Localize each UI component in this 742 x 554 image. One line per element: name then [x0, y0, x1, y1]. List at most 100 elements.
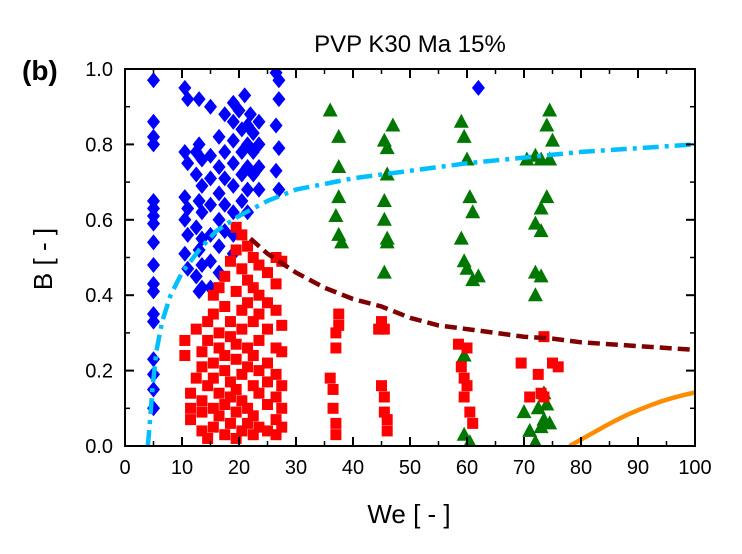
- square-point: [253, 259, 265, 271]
- series-triangle: [322, 102, 560, 446]
- square-point: [330, 327, 342, 339]
- y-tick-label: 0.0: [85, 436, 113, 458]
- diamond-point: [195, 279, 209, 296]
- diamond-point: [218, 196, 232, 213]
- square-point: [247, 252, 259, 263]
- curve-dash-dot: [145, 142, 695, 446]
- diamond-point: [195, 204, 209, 221]
- square-point: [202, 334, 214, 346]
- square-point: [190, 323, 202, 335]
- square-point: [270, 342, 282, 354]
- square-point: [230, 432, 242, 444]
- square-point: [253, 308, 265, 320]
- square-point: [219, 270, 231, 282]
- diamond-point: [235, 192, 249, 209]
- diamond-point: [241, 181, 255, 198]
- plot-area: [145, 69, 695, 446]
- square-point: [230, 285, 242, 297]
- square-point: [270, 304, 282, 316]
- triangle-point: [456, 128, 472, 143]
- diamond-point: [204, 147, 217, 164]
- square-point: [219, 399, 231, 411]
- x-tick-label: 100: [678, 457, 711, 479]
- square-point: [276, 319, 288, 331]
- square-point: [190, 372, 202, 384]
- x-tick-label: 40: [342, 457, 364, 479]
- square-point: [524, 391, 536, 403]
- diamond-point: [147, 113, 160, 130]
- square-point: [262, 425, 273, 437]
- square-point: [262, 297, 273, 309]
- square-point: [196, 406, 208, 418]
- diamond-point: [189, 268, 203, 285]
- triangle-point: [456, 253, 472, 268]
- square-point: [219, 350, 231, 362]
- square-point: [179, 334, 191, 346]
- diamond-point: [181, 91, 195, 108]
- diamond-point: [147, 215, 160, 232]
- square-point: [224, 316, 236, 328]
- x-tick-label: 0: [119, 457, 130, 479]
- square-point: [455, 361, 467, 373]
- triangle-point: [533, 268, 549, 283]
- x-tick-label: 60: [456, 457, 478, 479]
- axes: 0 10 20 30 40 50 60 70 80 90 100 0.0 0.2 0.4 0.6 0.8 1.0: [85, 59, 712, 479]
- square-point: [376, 380, 387, 392]
- triangle-point: [533, 200, 549, 215]
- square-point: [262, 399, 273, 411]
- diamond-point: [147, 136, 160, 153]
- square-point: [196, 346, 208, 358]
- y-tick-label: 1.0: [85, 59, 113, 81]
- square-point: [552, 361, 564, 373]
- triangle-point: [465, 204, 481, 219]
- square-point: [247, 282, 259, 294]
- triangle-point: [331, 159, 347, 174]
- square-point: [373, 323, 385, 335]
- square-point: [219, 365, 231, 377]
- diamond-point: [226, 177, 240, 194]
- square-point: [461, 380, 473, 392]
- triangle-point: [529, 434, 542, 446]
- square-point: [381, 425, 393, 437]
- triangle-point: [456, 347, 472, 362]
- square-point: [196, 361, 208, 373]
- diamond-point: [235, 121, 249, 138]
- square-point: [330, 342, 342, 354]
- square-point: [230, 338, 242, 350]
- y-axis-title: B [ - ]: [28, 228, 58, 290]
- triangle-point: [542, 415, 558, 430]
- diamond-point: [195, 177, 209, 194]
- x-tick-label: 90: [627, 457, 649, 479]
- diamond-point: [181, 226, 195, 243]
- triangle-point: [530, 400, 546, 415]
- square-point: [207, 289, 219, 301]
- square-point: [247, 410, 259, 422]
- square-point: [230, 244, 242, 256]
- diamond-point: [272, 181, 286, 198]
- diamond-point: [238, 87, 252, 104]
- square-point: [464, 406, 476, 418]
- square-point: [381, 414, 393, 426]
- square-point: [242, 417, 254, 429]
- triangle-point: [334, 234, 350, 249]
- x-tick-label: 20: [228, 457, 250, 479]
- square-point: [378, 391, 390, 403]
- triangle-point: [533, 223, 549, 238]
- square-point: [270, 252, 282, 263]
- triangle-point: [379, 140, 395, 155]
- square-point: [333, 319, 345, 331]
- curve-solid: [568, 390, 695, 446]
- diamond-point: [189, 166, 203, 183]
- x-tick-label: 10: [171, 457, 193, 479]
- square-point: [270, 391, 282, 403]
- diamond-point: [204, 253, 217, 270]
- triangle-point: [322, 102, 338, 117]
- diamond-point: [192, 136, 206, 153]
- square-point: [330, 429, 342, 441]
- triangle-point: [539, 117, 555, 132]
- square-point: [538, 391, 550, 403]
- square-point: [452, 338, 464, 350]
- diamond-point: [232, 102, 246, 119]
- diamond-point: [189, 219, 203, 236]
